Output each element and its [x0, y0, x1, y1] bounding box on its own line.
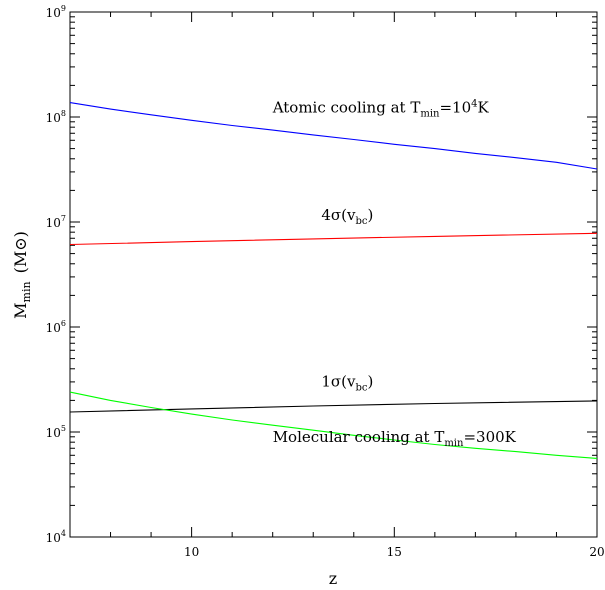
annotation-sub: bc	[355, 216, 367, 227]
y-tick-base: 10	[46, 321, 61, 335]
x-tick-label: 15	[387, 545, 402, 559]
annotation-sup: 4	[471, 99, 477, 110]
y-axis-label-unit: (M⊙)	[11, 231, 30, 273]
series-line-0	[69, 102, 598, 170]
y-tick-base: 10	[46, 6, 61, 20]
x-tick-label: 20	[589, 545, 604, 559]
series-group	[69, 102, 598, 459]
annotation-text2: =10	[439, 99, 471, 117]
annotation: Atomic cooling at Tmin=104K	[272, 99, 490, 120]
annotation: 1σ(vbc)	[321, 373, 373, 394]
series-line-3	[69, 391, 598, 459]
y-tick-base: 10	[46, 531, 61, 545]
y-tick-exp: 8	[61, 109, 66, 118]
y-tick-exp: 7	[61, 214, 66, 223]
annotation-sub: min	[444, 438, 464, 449]
plot-frame	[69, 11, 598, 538]
y-tick-base: 10	[46, 216, 61, 230]
x-tick-label: 10	[184, 545, 199, 559]
y-tick-label: 109	[46, 4, 66, 20]
annotation-text: Atomic cooling at T	[272, 99, 421, 117]
series-line-2	[69, 400, 598, 413]
y-tick-label: 108	[46, 109, 66, 125]
y-tick-exp: 4	[61, 529, 66, 538]
y-tick-base: 10	[46, 111, 61, 125]
annotation-text: 4σ(v	[321, 206, 356, 224]
y-tick-label: 106	[46, 319, 66, 335]
annotation-text3: K	[478, 99, 490, 117]
y-axis-label-sub: min	[20, 281, 33, 302]
y-tick-label: 104	[46, 529, 66, 545]
y-axis-label-main: M	[11, 302, 30, 318]
annotation: 4σ(vbc)	[321, 206, 373, 227]
annotation-text2: )	[367, 206, 373, 224]
annotation-text: Molecular cooling at T	[273, 428, 445, 446]
series-line-1	[69, 232, 598, 246]
annotation-sub: min	[420, 109, 440, 120]
annotation: Molecular cooling at Tmin=300K	[273, 428, 517, 449]
y-tick-label: 105	[46, 424, 66, 440]
y-tick-label: 107	[46, 214, 66, 230]
x-axis-label: z	[329, 569, 337, 588]
y-axis-label: Mmin (M⊙)	[11, 231, 33, 319]
annotation-text: 1σ(v	[321, 373, 356, 391]
annotation-sub: bc	[355, 383, 367, 394]
y-tick-base: 10	[46, 426, 61, 440]
y-tick-exp: 6	[61, 319, 66, 328]
annotation-text2: =300K	[463, 428, 516, 446]
y-tick-exp: 9	[61, 4, 66, 13]
annotation-text2: )	[367, 373, 373, 391]
y-tick-exp: 5	[61, 424, 66, 433]
annotations: Atomic cooling at Tmin=104K4σ(vbc)1σ(vbc…	[272, 99, 517, 450]
